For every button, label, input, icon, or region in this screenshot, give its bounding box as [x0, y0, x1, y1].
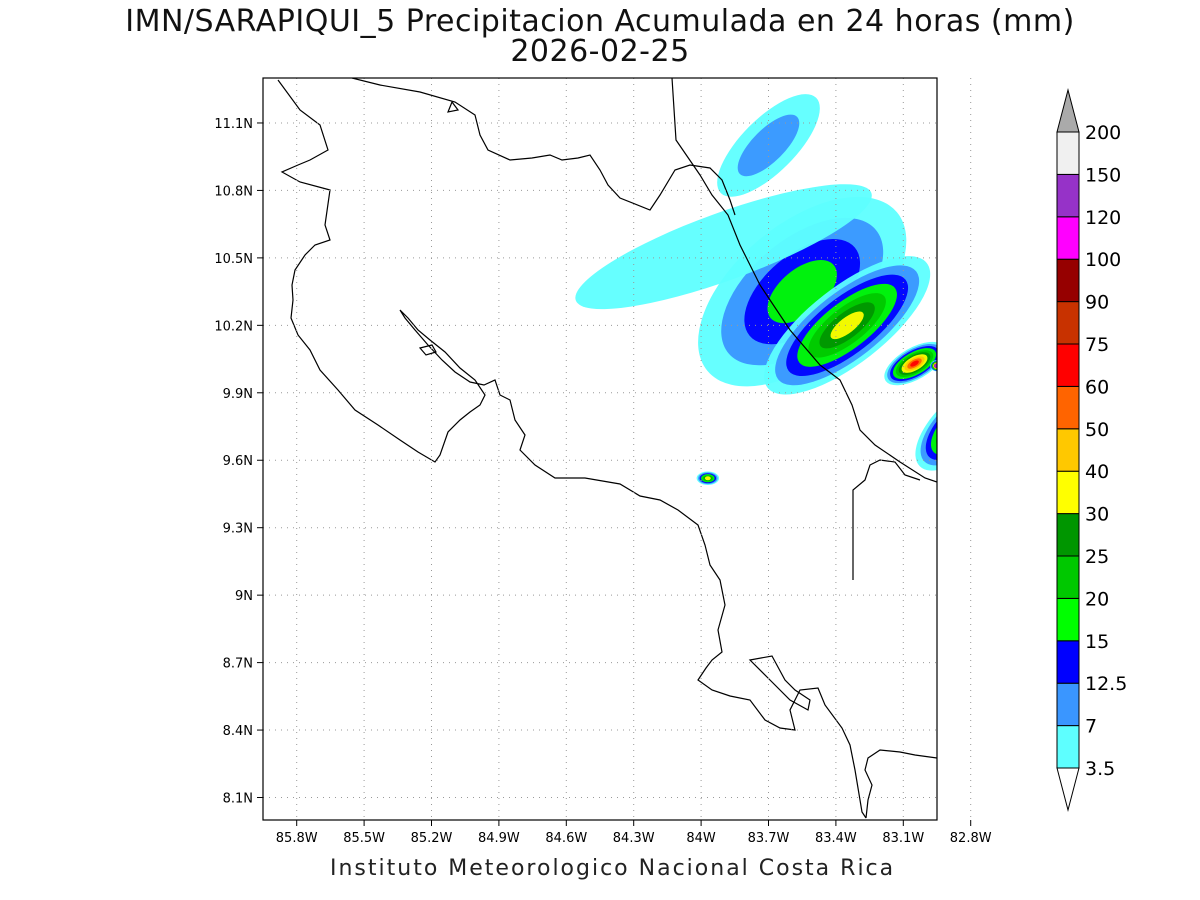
latitude-axis: 11.1N 10.8N 10.5N 10.2N 9.9N 9.6N 9.3N 9N 8.7N 8.…: [214, 117, 263, 807]
lat-tick-label: 11.1N: [214, 117, 253, 132]
lat-tick-label: 8.4N: [223, 724, 253, 739]
colorbar-label: 40: [1085, 461, 1109, 483]
colorbar-swatch: [1056, 131, 1080, 175]
colorbar-swatch: [1056, 555, 1080, 599]
coastline: [277, 78, 937, 819]
colorbar-swatch: [1056, 640, 1080, 684]
lat-tick-label: 8.7N: [223, 657, 253, 672]
colorbar-label: 75: [1085, 334, 1109, 356]
colorbar-swatch: [1056, 173, 1080, 218]
colorbar-label: 12.5: [1085, 673, 1127, 695]
precip-contour: [737, 114, 800, 177]
lon-tick-label: 85.2W: [411, 831, 453, 846]
colorbar-label: 90: [1085, 292, 1109, 314]
precip-contour: [910, 360, 919, 367]
longitude-axis: 85.8W 85.5W 85.2W 84.9W 84.6W 84.3W 84W 83.7W 83…: [276, 820, 992, 846]
lon-tick-label: 83.4W: [815, 831, 857, 846]
colorbar-label: 100: [1085, 249, 1121, 271]
colorbar-swatch: [1056, 385, 1080, 430]
colorbar-label: 150: [1085, 164, 1121, 186]
lat-tick-label: 8.1N: [223, 792, 253, 807]
colorbar-swatch: [1056, 682, 1080, 727]
precip-contour: [704, 476, 711, 481]
lon-tick-label: 84.6W: [545, 831, 587, 846]
colorbar-legend: 3.5 7 12.5 15 20 25 30 40 50 60 75 90 100 120 150 200: [1056, 88, 1127, 812]
colorbar-label: 20: [1085, 588, 1109, 610]
colorbar-label: 60: [1085, 376, 1109, 398]
lat-tick-label: 9.9N: [223, 387, 253, 402]
colorbar-label: 25: [1085, 546, 1109, 568]
colorbar-swatch: [1056, 597, 1080, 642]
lat-tick-label: 9.3N: [223, 522, 253, 537]
colorbar-swatch: [1056, 216, 1080, 260]
colorbar-swatch: [1056, 725, 1080, 769]
plot-frame: [262, 77, 938, 821]
precipitation-field: [575, 94, 983, 485]
lat-tick-label: 9.6N: [223, 454, 253, 469]
lon-tick-label: 83.1W: [882, 831, 924, 846]
lon-tick-label: 82.8W: [950, 831, 992, 846]
precip-contour: [949, 416, 970, 437]
colorbar-max-arrow: [1056, 88, 1080, 133]
colorbar-label: 15: [1085, 631, 1109, 653]
lat-tick-label: 10.2N: [214, 319, 253, 334]
grid: [263, 78, 972, 820]
colorbar-swatch: [1056, 513, 1080, 557]
precip-contour: [575, 184, 872, 310]
footer-credit: Instituto Meteorologico Nacional Costa R…: [330, 856, 896, 881]
colorbar-label: 200: [1085, 122, 1121, 144]
map-title: IMN/SARAPIQUI_5 Precipitacion Acumulada …: [125, 4, 1075, 39]
lon-tick-label: 85.5W: [343, 831, 385, 846]
lat-tick-label: 10.5N: [214, 252, 253, 267]
lon-tick-label: 85.8W: [276, 831, 318, 846]
colorbar-swatch: [1056, 258, 1080, 303]
precip-contour: [830, 311, 864, 340]
precip-contour: [936, 403, 937, 450]
lon-tick-label: 84W: [686, 831, 716, 846]
colorbar-min-arrow: [1056, 767, 1080, 812]
lon-tick-label: 84.9W: [478, 831, 520, 846]
colorbar-label: 120: [1085, 207, 1121, 229]
colorbar-swatch: [1056, 470, 1080, 515]
precip-contour: [915, 382, 937, 471]
precip-contour: [767, 260, 837, 324]
lat-tick-label: 9N: [235, 589, 253, 604]
lon-tick-label: 84.3W: [613, 831, 655, 846]
lon-tick-label: 83.7W: [748, 831, 790, 846]
colorbar-swatch: [1056, 301, 1080, 345]
map-date: 2026-02-25: [510, 34, 690, 69]
precip-contour: [935, 402, 983, 450]
colorbar-swatch: [1056, 428, 1080, 472]
colorbar-label: 7: [1085, 716, 1097, 738]
colorbar-label: 50: [1085, 419, 1109, 441]
lat-tick-label: 10.8N: [214, 184, 253, 199]
colorbar-swatch: [1056, 343, 1080, 387]
colorbar-label: 3.5: [1085, 758, 1115, 780]
precip-contour: [942, 409, 977, 444]
precip-contour: [934, 363, 937, 368]
colorbar-label: 30: [1085, 504, 1109, 526]
